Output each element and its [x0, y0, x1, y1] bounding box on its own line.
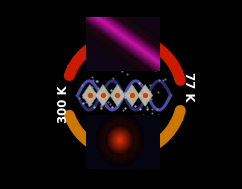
Polygon shape: [68, 66, 77, 76]
Polygon shape: [110, 84, 125, 106]
Text: 300 K: 300 K: [57, 85, 70, 123]
Polygon shape: [124, 84, 140, 106]
Polygon shape: [95, 84, 111, 106]
Polygon shape: [82, 84, 97, 106]
Polygon shape: [173, 111, 183, 120]
Text: 77 K: 77 K: [182, 72, 195, 101]
Polygon shape: [137, 84, 153, 106]
